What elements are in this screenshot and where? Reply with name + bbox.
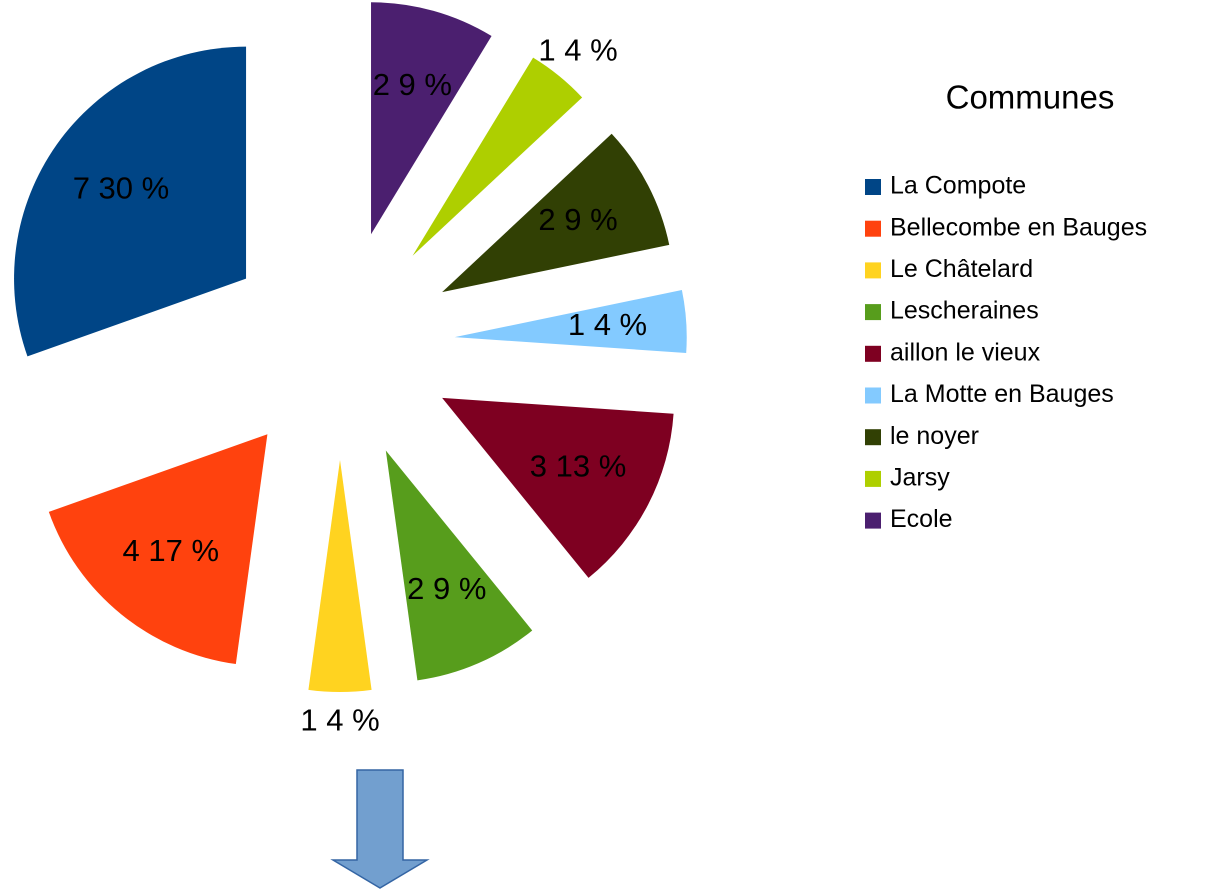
pie-slice bbox=[412, 57, 583, 256]
pie-slice bbox=[454, 289, 687, 353]
pie-slice bbox=[371, 2, 492, 235]
data-label: 3 13 % bbox=[530, 449, 627, 484]
legend-swatch bbox=[865, 470, 881, 487]
legend-label: La Compote bbox=[890, 172, 1026, 200]
pie-slice bbox=[442, 397, 674, 578]
legend-label: Jarsy bbox=[890, 464, 950, 492]
legend-swatch bbox=[865, 387, 881, 404]
arrow bbox=[330, 769, 430, 889]
data-label: 2 9 % bbox=[538, 202, 617, 237]
data-label: 4 17 % bbox=[123, 533, 220, 568]
data-label: 2 9 % bbox=[407, 571, 486, 606]
legend-swatch bbox=[865, 304, 881, 321]
legend-label: le noyer bbox=[890, 422, 979, 450]
legend-swatch bbox=[865, 220, 881, 237]
legend-swatch bbox=[865, 512, 881, 529]
pie-slice bbox=[14, 46, 247, 357]
data-label: 1 4 % bbox=[300, 702, 379, 737]
legend-label: Bellecombe en Bauges bbox=[890, 213, 1147, 241]
legend-swatch bbox=[865, 429, 881, 446]
legend-swatch bbox=[865, 345, 881, 362]
legend-label: La Motte en Bauges bbox=[890, 380, 1114, 408]
pie-slice bbox=[48, 434, 268, 665]
legend-label: Ecole bbox=[890, 505, 953, 533]
pie-slice bbox=[385, 450, 533, 681]
legend-swatch bbox=[865, 179, 881, 195]
data-label: 1 4 % bbox=[568, 307, 647, 342]
data-label: 1 4 % bbox=[538, 33, 617, 68]
pie-slice bbox=[442, 133, 670, 293]
pie-slice bbox=[308, 460, 372, 692]
legend-swatch bbox=[865, 262, 881, 279]
legend-title: Communes bbox=[946, 79, 1115, 116]
legend-label: aillon le vieux bbox=[890, 338, 1041, 366]
legend-label: Lescheraines bbox=[890, 297, 1039, 325]
legend-label: Le Châtelard bbox=[890, 255, 1033, 283]
data-label: 7 30 % bbox=[73, 171, 170, 206]
data-label: 2 9 % bbox=[373, 67, 452, 102]
